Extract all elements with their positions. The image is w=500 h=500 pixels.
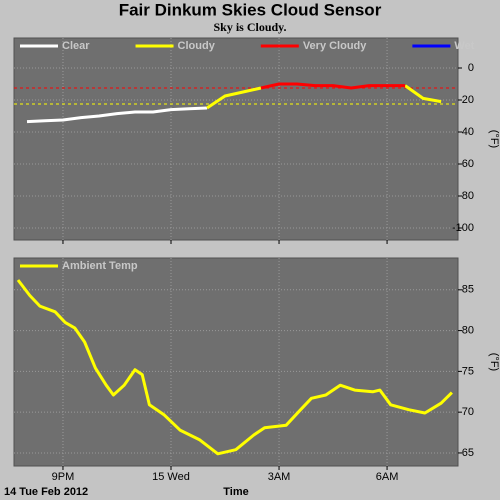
legend-label: Very Cloudy [303,40,367,52]
y-tick-label: 0 [468,62,474,74]
y-tick-label: -80 [458,190,474,202]
y-tick-label: 70 [462,406,474,418]
series-line [26,106,208,124]
series-line [16,279,453,456]
legend-label: Wet [454,40,474,52]
x-tick-label: 9PM [52,471,75,483]
legend-label: Ambient Temp [62,260,138,272]
y-tick-label: -40 [458,126,474,138]
x-tick-label: 3AM [268,471,291,483]
plot-area [13,257,459,467]
legend-label: Cloudy [178,40,216,52]
date-label: 14 Tue Feb 2012 [4,486,88,498]
legend-label: Clear [62,40,90,52]
y-axis-label: (°F) [488,353,500,371]
y-tick-label: 85 [462,284,474,296]
y-tick-label: 80 [462,325,474,337]
y-tick-label: 75 [462,365,474,377]
y-tick-label: 65 [462,447,474,459]
y-tick-label: -60 [458,158,474,170]
y-axis-label: (°F) [488,130,500,148]
x-tick-label: 15 Wed [152,471,190,483]
y-tick-label: -100 [452,222,474,234]
chart-subtitle: Sky is Cloudy. [213,20,286,34]
plot-area [13,37,459,241]
x-axis-label: Time [223,486,248,498]
x-tick-label: 6AM [376,471,399,483]
series-line [206,84,442,110]
y-tick-label: -20 [458,94,474,106]
series-line [260,82,406,90]
chart-title: Fair Dinkum Skies Cloud Sensor [119,0,382,19]
